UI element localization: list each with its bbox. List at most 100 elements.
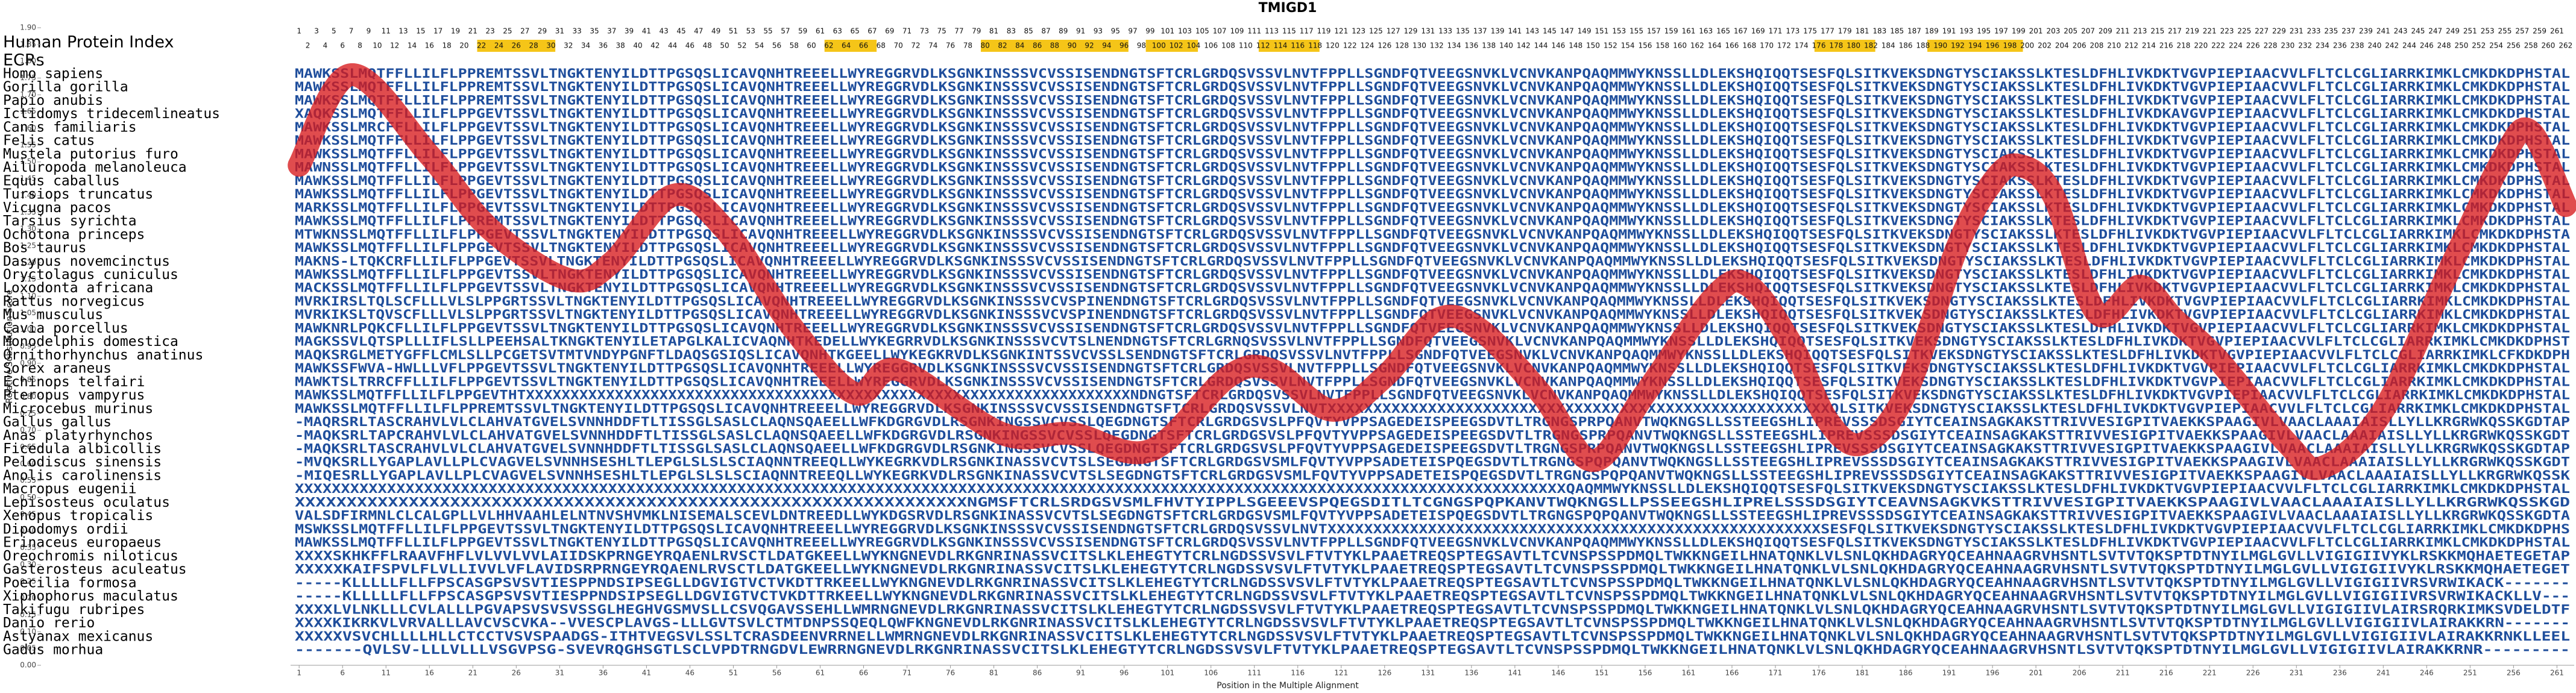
index-number: 22 <box>477 42 486 50</box>
index-number: 84 <box>1015 42 1024 50</box>
index-number: 197 <box>1994 27 2008 36</box>
index-number: 221 <box>2203 27 2217 36</box>
index-number: 193 <box>1959 27 1973 36</box>
index-number: 62 <box>824 42 833 50</box>
index-number: 241 <box>2376 27 2390 36</box>
index-number: 157 <box>1647 27 1661 36</box>
sequence: MAWKTSLTRRCFFLLILFLPPGEVTSSVLTNGKTENYILD… <box>295 374 2570 389</box>
index-number: 36 <box>599 42 608 50</box>
y-tick-label: 0.75 <box>20 409 36 418</box>
index-number: 83 <box>1007 27 1016 36</box>
species-name: Dasypus novemcinctus <box>3 254 170 269</box>
index-number: 153 <box>1612 27 1626 36</box>
y-tick-label: 0.55 <box>20 476 36 484</box>
index-number: 78 <box>963 42 972 50</box>
x-tick-label: 1 <box>297 669 301 677</box>
index-number: 239 <box>2359 27 2373 36</box>
index-number: 167 <box>1734 27 1748 36</box>
species-name: Ornithorhynchus anatinus <box>3 347 203 363</box>
index-number: 211 <box>2116 27 2130 36</box>
index-number: 208 <box>2089 42 2103 50</box>
species-name: Ailuropoda melanoleuca <box>3 160 187 175</box>
index-number: 240 <box>2367 42 2381 50</box>
index-number: 140 <box>1499 42 1513 50</box>
index-number: 134 <box>1447 42 1461 50</box>
y-tick-label: 1.20 <box>20 258 36 266</box>
ecr-bar <box>1145 40 1198 52</box>
index-number: 137 <box>1473 27 1487 36</box>
index-number: 260 <box>2542 42 2556 50</box>
x-tick-label: 41 <box>642 669 651 677</box>
index-number: 250 <box>2454 42 2468 50</box>
index-number: 58 <box>790 42 799 50</box>
x-tick-label: 236 <box>2333 669 2347 677</box>
x-tick-label: 146 <box>1551 669 1565 677</box>
index-number: 95 <box>1111 27 1120 36</box>
x-tick-label: 176 <box>1812 669 1826 677</box>
x-tick-label: 111 <box>1247 669 1261 677</box>
x-tick-label: 191 <box>1942 669 1956 677</box>
species-name: Equus caballus <box>3 173 120 189</box>
index-number: 216 <box>2159 42 2173 50</box>
index-number: 57 <box>781 27 790 36</box>
index-number: 171 <box>1769 27 1783 36</box>
index-number: 121 <box>1334 27 1348 36</box>
x-tick-label: 231 <box>2290 669 2304 677</box>
index-number: 66 <box>859 42 868 50</box>
index-number: 42 <box>650 42 660 50</box>
index-number: 232 <box>2298 42 2312 50</box>
species-name: Monodelphis domestica <box>3 334 178 350</box>
index-number: 46 <box>685 42 694 50</box>
index-number: 115 <box>1282 27 1296 36</box>
index-number: 80 <box>981 42 990 50</box>
index-number: 236 <box>2333 42 2347 50</box>
index-number: 100 <box>1152 42 1166 50</box>
sequence: MAQKSRGLMETYGFFLCMLSLLPCGETSVTMTVNDYPGNF… <box>295 348 2570 362</box>
index-number: 37 <box>607 27 616 36</box>
index-number: 181 <box>1856 27 1869 36</box>
sequence: MAWKSSLMQTFFLLILFLPPREMTSSVLTNGKTENYILDT… <box>295 214 2570 228</box>
species-name: Lepisosteus oculatus <box>3 495 170 510</box>
index-number: 190 <box>1933 42 1947 50</box>
index-number: 47 <box>694 27 703 36</box>
x-tick-label: 141 <box>1508 669 1522 677</box>
index-number: 110 <box>1239 42 1253 50</box>
index-number: 5 <box>332 27 336 36</box>
index-number: 202 <box>2038 42 2052 50</box>
x-tick-label: 96 <box>1120 669 1129 677</box>
species-name: Sorex araneus <box>3 361 112 377</box>
species-name: Gallus gallus <box>3 415 112 430</box>
species-name: Dipodomys ordii <box>3 521 128 537</box>
ecr-header: ECRs <box>3 51 45 70</box>
index-number: 179 <box>1838 27 1852 36</box>
species-name: Pteropus vampyrus <box>3 387 145 403</box>
species-name: Anas platyrhynchos <box>3 428 153 444</box>
species-name: Mus musculus <box>3 307 103 323</box>
species-name: Ficedula albicollis <box>3 441 162 457</box>
index-number: 85 <box>1024 27 1033 36</box>
index-number: 256 <box>2507 42 2521 50</box>
y-tick-label: 0.60 <box>20 459 36 468</box>
index-number: 72 <box>911 42 920 50</box>
y-tick-label: 1.35 <box>20 208 36 216</box>
y-tick-label: 1.85 <box>20 40 36 48</box>
index-number: 105 <box>1195 27 1209 36</box>
index-number: 131 <box>1421 27 1435 36</box>
index-number: 251 <box>2463 27 2477 36</box>
sequence: MAWKSSLMQTFFLLILFLPPGEVTSSVLTNGKTENYILDT… <box>295 535 2570 550</box>
sequence: -MIQESRLLYGAPLAVLLPLCVAGVELSVNNHSESHLTLE… <box>295 468 2570 483</box>
index-number: 152 <box>1604 42 1617 50</box>
x-tick-label: 161 <box>1681 669 1695 677</box>
x-tick-label: 131 <box>1421 669 1435 677</box>
sequence: MARKSSLMQTFFLLILFLPPGEVTSSVLTNGKTENYILDT… <box>295 200 2570 215</box>
index-number: 43 <box>660 27 669 36</box>
index-number: 158 <box>1655 42 1669 50</box>
species-name: Gadus morhua <box>3 642 103 658</box>
x-tick-label: 156 <box>1638 669 1652 677</box>
index-number: 129 <box>1404 27 1418 36</box>
index-number: 63 <box>833 27 842 36</box>
index-number: 243 <box>2394 27 2408 36</box>
index-number: 246 <box>2420 42 2434 50</box>
y-tick-label: 1.65 <box>20 107 36 116</box>
